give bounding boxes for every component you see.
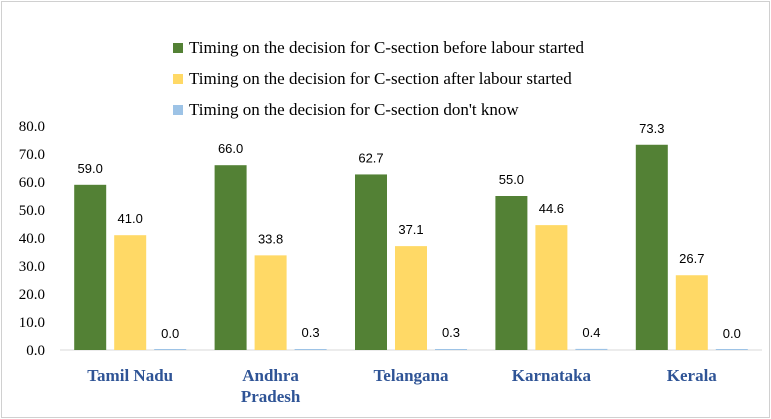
- y-tick-label: 20.0: [19, 287, 45, 303]
- category-label: Pradesh: [241, 387, 301, 406]
- legend-swatch: [173, 74, 183, 84]
- category-label: Telangana: [374, 366, 449, 385]
- category-label: Andhra: [242, 366, 299, 385]
- legend-entry: Timing on the decision for C-section bef…: [189, 38, 585, 57]
- bar: [715, 349, 748, 350]
- data-label: 44.6: [539, 201, 564, 216]
- data-label: 73.3: [639, 121, 664, 136]
- legend-entry: Timing on the decision for C-section aft…: [189, 69, 572, 88]
- bar: [675, 275, 708, 350]
- category-label: Karnataka: [512, 366, 592, 385]
- legend-swatch: [173, 43, 183, 53]
- y-tick-label: 70.0: [19, 147, 45, 163]
- bar: [495, 196, 528, 350]
- data-label: 41.0: [118, 211, 143, 226]
- bar: [435, 349, 467, 350]
- bar: [214, 165, 247, 350]
- data-label: 55.0: [499, 172, 524, 187]
- data-label: 0.3: [442, 325, 460, 340]
- data-label: 66.0: [218, 141, 243, 156]
- y-tick-label: 60.0: [19, 175, 45, 191]
- y-tick-label: 80.0: [19, 119, 45, 135]
- data-label: 37.1: [398, 222, 423, 237]
- data-label: 33.8: [258, 231, 283, 246]
- data-label: 0.3: [302, 325, 320, 340]
- bar: [535, 225, 568, 350]
- bar: [254, 255, 287, 350]
- bar: [575, 348, 608, 350]
- data-label: 26.7: [679, 251, 704, 266]
- bar: [635, 144, 668, 350]
- data-label: 0.0: [723, 326, 741, 341]
- y-tick-label: 50.0: [19, 203, 45, 219]
- bar: [74, 184, 107, 350]
- bar: [114, 235, 147, 350]
- y-tick-label: 40.0: [19, 231, 45, 247]
- bar: [395, 246, 427, 350]
- y-tick-label: 0.0: [26, 343, 45, 359]
- data-label: 0.4: [582, 325, 600, 340]
- legend-swatch: [173, 105, 183, 115]
- y-tick-label: 10.0: [19, 315, 45, 331]
- bar: [154, 349, 187, 350]
- bar: [355, 174, 387, 350]
- legend-entry: Timing on the decision for C-section don…: [189, 100, 519, 119]
- category-label: Tamil Nadu: [87, 366, 173, 385]
- data-label: 0.0: [161, 326, 179, 341]
- bar: [294, 349, 327, 350]
- category-label: Kerala: [667, 366, 718, 385]
- data-label: 59.0: [78, 161, 103, 176]
- y-tick-label: 30.0: [19, 259, 45, 275]
- data-label: 62.7: [358, 150, 383, 165]
